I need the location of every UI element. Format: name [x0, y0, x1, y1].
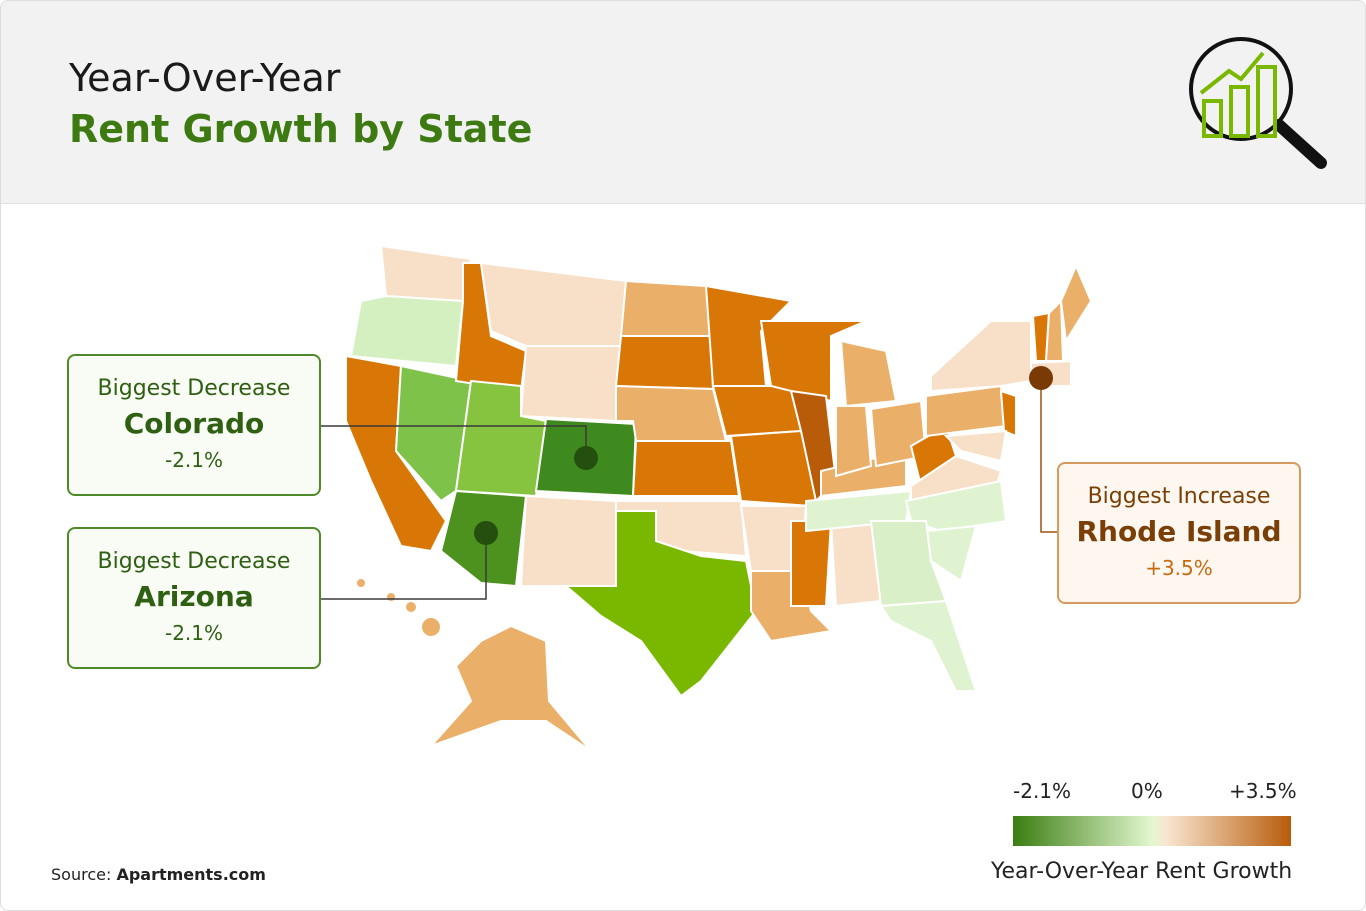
legend-label: -2.1%: [1013, 779, 1072, 803]
legend-label: +3.5%: [1229, 779, 1297, 803]
callout-state: Rhode Island: [1076, 515, 1282, 548]
header: Year-Over-Year Rent Growth by State: [1, 1, 1365, 204]
source-name: Apartments.com: [116, 865, 266, 884]
legend-title: Year-Over-Year Rent Growth: [991, 859, 1293, 884]
callout-label: Biggest Decrease: [97, 549, 291, 574]
callout-state: Arizona: [134, 580, 254, 613]
callout: Biggest Increase Rhode Island +3.5%: [1057, 462, 1301, 604]
arizona-marker: [474, 521, 498, 545]
callout-label: Biggest Increase: [1087, 484, 1271, 509]
magnifier-icon: [1189, 37, 1327, 169]
source: Source: Apartments.com: [51, 865, 266, 884]
callout-label: Biggest Decrease: [97, 376, 291, 401]
source-prefix: Source:: [51, 865, 112, 884]
states: [345, 244, 1093, 752]
callout-value: +3.5%: [1145, 556, 1213, 580]
legend-gradient: [1013, 816, 1291, 846]
callout-value: -2.1%: [164, 621, 224, 645]
subtitle: Rent Growth by State: [69, 107, 533, 151]
callout: Biggest Decrease Arizona -2.1%: [67, 527, 321, 669]
callout-value: -2.1%: [164, 448, 224, 472]
colorado-marker: [574, 446, 598, 470]
title: Year-Over-Year: [69, 56, 341, 100]
callout: Biggest Decrease Colorado -2.1%: [67, 354, 321, 496]
legend-label: 0%: [1131, 779, 1163, 803]
callout-state: Colorado: [123, 407, 265, 440]
rhode-island-marker: [1029, 366, 1053, 390]
